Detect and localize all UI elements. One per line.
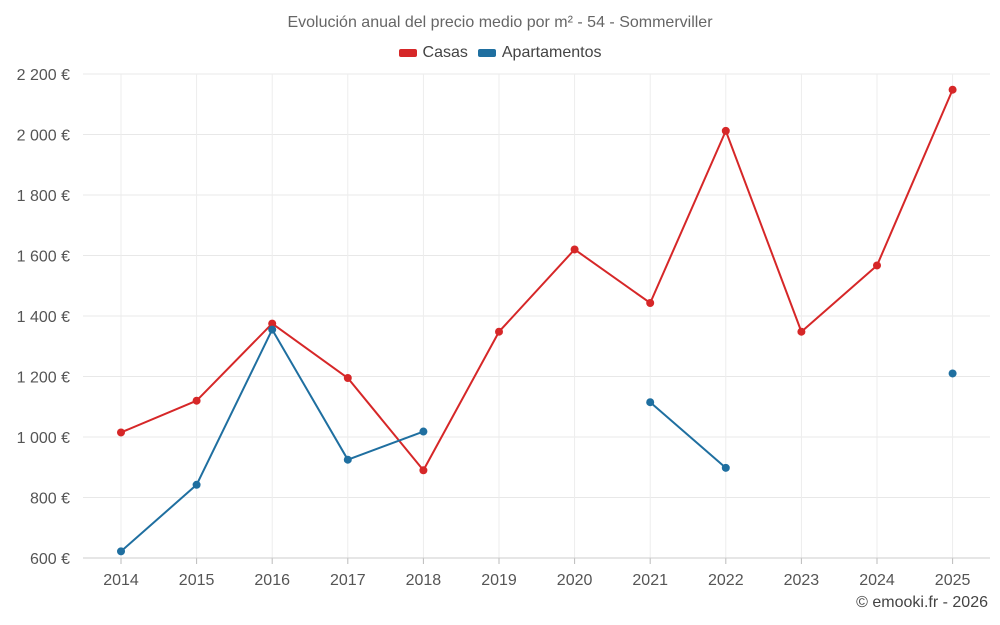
- data-point-apartamentos-2022: [721, 463, 730, 472]
- data-point-casas-2025: [948, 85, 957, 94]
- x-tick-label: 2020: [557, 572, 593, 589]
- data-point-casas-2022: [721, 126, 730, 135]
- y-tick-label: 800 €: [30, 491, 70, 508]
- x-tick-label: 2014: [103, 572, 139, 589]
- series-line-apartamentos: [649, 401, 727, 469]
- legend-item-apartamentos[interactable]: Apartamentos: [477, 44, 602, 62]
- legend-label-casas: Casas: [422, 44, 468, 61]
- y-tick-label: 2 000 €: [17, 128, 70, 145]
- data-point-casas-2014: [117, 428, 125, 437]
- chart-title: Evolución anual del precio medio por m² …: [287, 14, 713, 31]
- data-point-apartamentos-2018: [419, 427, 428, 436]
- data-point-casas-2021: [646, 298, 655, 307]
- x-tick-label: 2024: [859, 572, 895, 589]
- data-point-casas-2024: [873, 261, 881, 270]
- data-point-apartamentos-2017: [343, 455, 352, 464]
- y-tick-label: 2 200 €: [17, 67, 70, 84]
- data-point-casas-2019: [495, 327, 503, 336]
- data-point-apartamentos-2021: [646, 398, 655, 407]
- data-point-apartamentos-2016: [268, 325, 277, 334]
- x-tick-label: 2018: [406, 572, 442, 589]
- y-tick-label: 1 200 €: [17, 370, 70, 387]
- data-point-casas-2018: [419, 466, 428, 475]
- data-point-apartamentos-2014: [117, 547, 125, 556]
- data-point-casas-2016: [268, 319, 277, 328]
- data-point-casas-2017: [343, 374, 352, 383]
- y-tick-label: 1 400 €: [17, 309, 70, 326]
- x-tick-label: 2015: [179, 572, 215, 589]
- x-tick-label: 2021: [632, 572, 668, 589]
- series-line-casas: [120, 89, 954, 472]
- legend-swatch-apartamentos: [477, 49, 496, 57]
- x-tick-label: 2022: [708, 572, 744, 589]
- y-tick-label: 600 €: [30, 551, 70, 568]
- y-tick-label: 1 800 €: [17, 188, 70, 205]
- x-tick-label: 2019: [481, 572, 517, 589]
- data-point-casas-2020: [570, 245, 579, 254]
- legend-swatch-casas: [398, 49, 417, 57]
- data-point-apartamentos-2015: [192, 480, 201, 489]
- x-tick-label: 2016: [254, 572, 290, 589]
- y-tick-label: 1 000 €: [17, 430, 70, 447]
- x-tick-label: 2025: [935, 572, 971, 589]
- y-tick-label: 1 600 €: [17, 249, 70, 266]
- legend-item-casas[interactable]: Casas: [398, 44, 468, 62]
- data-point-casas-2015: [192, 396, 201, 405]
- x-tick-label: 2017: [330, 572, 366, 589]
- legend: Casas Apartamentos: [0, 44, 1000, 62]
- credit-text: © emooki.fr - 2026: [856, 594, 988, 611]
- legend-label-apartamentos: Apartamentos: [501, 44, 602, 61]
- data-point-casas-2023: [797, 327, 806, 336]
- data-point-apartamentos-2025: [948, 369, 957, 378]
- x-tick-label: 2023: [784, 572, 820, 589]
